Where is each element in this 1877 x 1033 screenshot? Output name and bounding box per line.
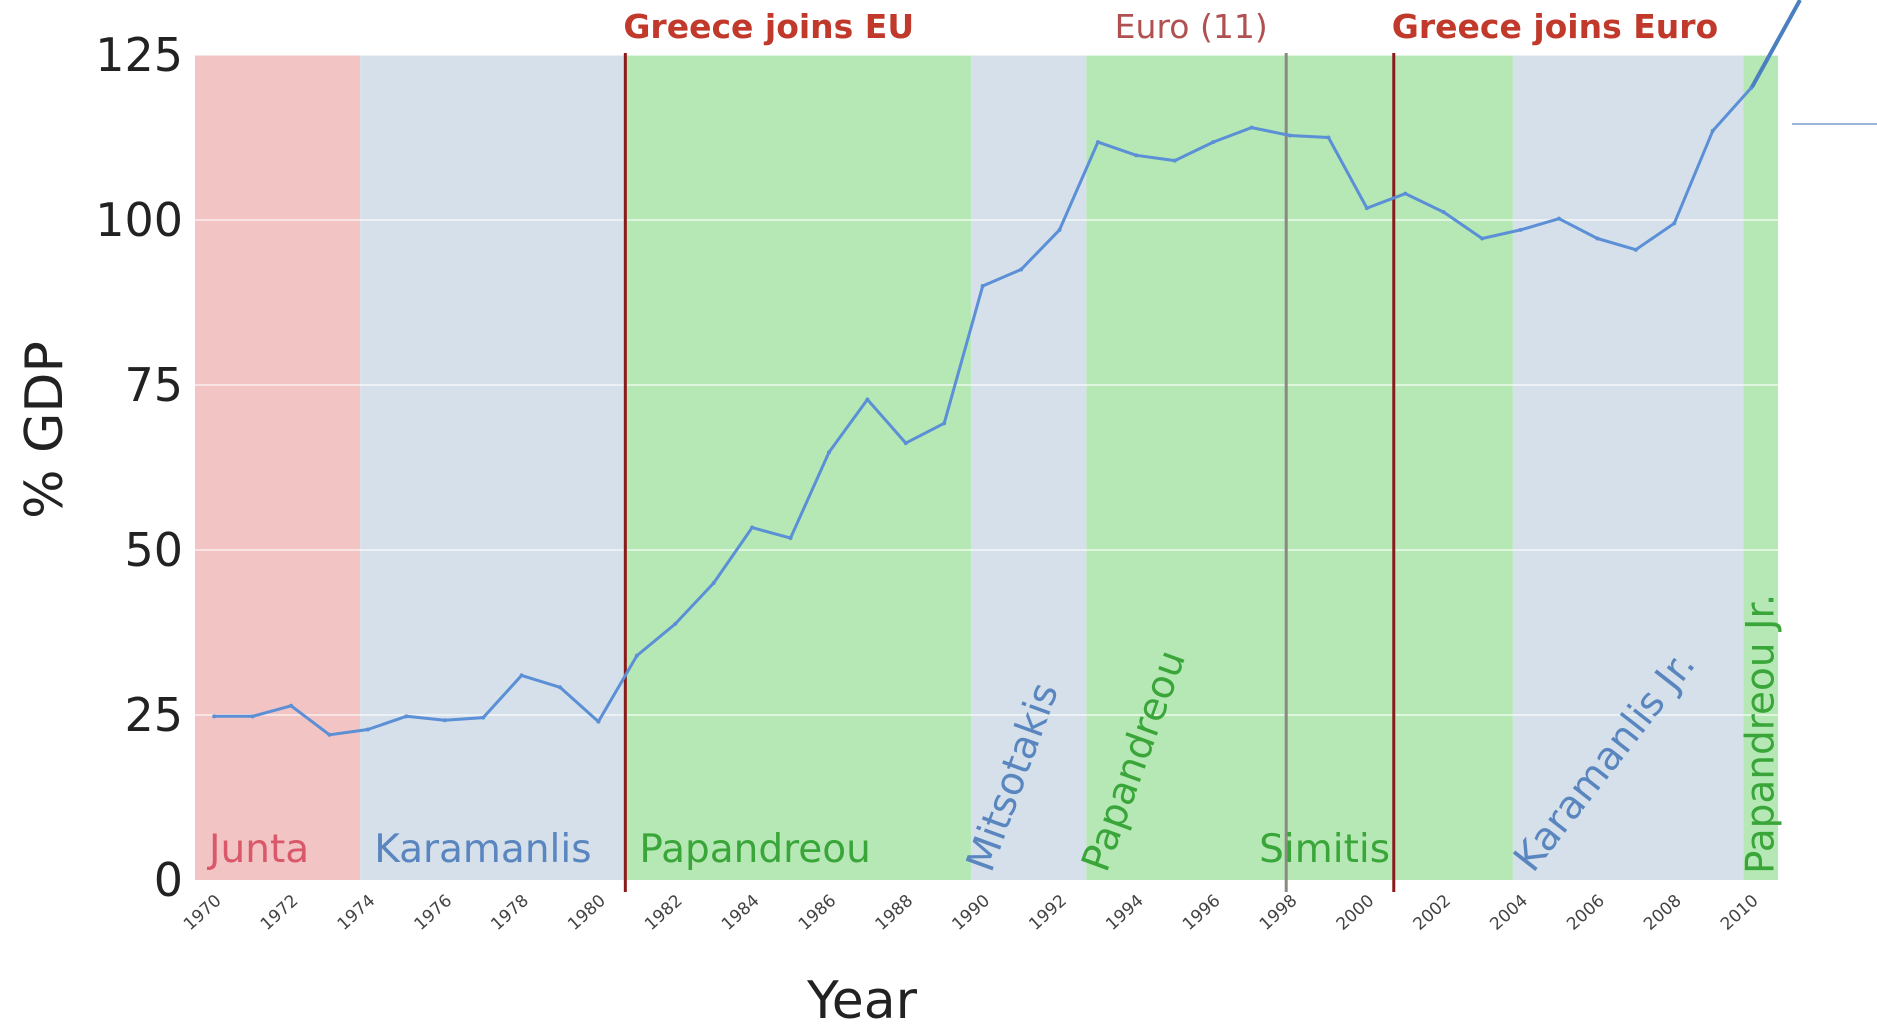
x-tick-label-6: 1982 — [641, 891, 687, 935]
period-label-2: Papandreou — [639, 827, 871, 872]
series-group — [212, 86, 1754, 737]
data-point — [1441, 210, 1446, 215]
data-point — [1095, 140, 1100, 145]
data-point — [942, 421, 947, 426]
x-tick-label-1: 1972 — [257, 891, 303, 935]
data-point — [596, 719, 601, 724]
period-band-1 — [360, 55, 626, 880]
x-tick-label-20: 2010 — [1717, 891, 1763, 935]
data-point — [1134, 153, 1139, 158]
x-tick-label-9: 1988 — [872, 891, 918, 935]
data-point — [788, 536, 793, 541]
data-point — [1403, 191, 1408, 196]
data-point — [634, 653, 639, 658]
data-point — [673, 621, 678, 626]
period-label-1: Karamanlis — [374, 827, 591, 872]
x-tick-label-7: 1984 — [718, 891, 764, 935]
data-point — [289, 703, 294, 708]
event-label-0: Greece joins EU — [623, 7, 914, 46]
period-band-6 — [1743, 55, 1778, 880]
y-tick-label-2: 50 — [124, 523, 183, 577]
data-point — [1249, 125, 1254, 130]
x-tick-label-18: 2006 — [1563, 891, 1609, 935]
x-tick-label-19: 2008 — [1640, 891, 1686, 935]
data-point — [1364, 206, 1369, 211]
x-tick-label-11: 1992 — [1025, 891, 1071, 935]
x-tick-labels: 1970 1972 1974 1976 1978 1980 1982 1984 1986 1988… — [180, 891, 1762, 935]
decoration — [1750, 0, 1877, 125]
data-point — [1633, 247, 1638, 252]
data-point — [711, 581, 716, 585]
data-point — [558, 685, 563, 690]
data-point — [1211, 140, 1216, 145]
x-tick-label-5: 1980 — [564, 891, 610, 935]
period-bands — [195, 55, 1778, 880]
data-point — [1710, 128, 1715, 133]
x-tick-label-12: 1994 — [1102, 891, 1148, 935]
data-point — [1326, 135, 1331, 140]
data-point — [327, 732, 332, 737]
data-point — [212, 714, 217, 719]
data-point — [1518, 227, 1523, 232]
event-lines: Greece joins EU Euro (11) Greece joins Eur… — [623, 7, 1718, 892]
period-band-0 — [195, 55, 361, 880]
data-point — [1556, 216, 1561, 221]
data-point — [1019, 267, 1024, 272]
y-tick-label-4: 100 — [95, 193, 183, 247]
period-label-6: Papandreou Jr. — [1738, 594, 1783, 874]
data-point — [1172, 158, 1177, 163]
period-band-2 — [625, 55, 972, 880]
data-point — [1480, 236, 1485, 241]
x-tick-label-3: 1976 — [411, 891, 457, 935]
period-band-5 — [1512, 55, 1744, 880]
data-point — [519, 673, 524, 678]
period-label-0: Junta — [206, 827, 309, 872]
event-label-2: Greece joins Euro — [1392, 7, 1718, 46]
data-point — [442, 718, 447, 723]
y-tick-label-0: 0 — [154, 853, 183, 907]
x-tick-label-4: 1978 — [487, 891, 533, 935]
x-tick-label-16: 2002 — [1410, 891, 1456, 935]
decorative-stroke-diagonal — [1750, 0, 1802, 88]
data-point — [250, 714, 255, 719]
y-tick-label-3: 75 — [124, 358, 183, 412]
data-point — [1057, 227, 1062, 232]
x-tick-label-15: 2000 — [1333, 891, 1379, 935]
y-axis-title: % GDP — [15, 341, 75, 519]
x-tick-label-10: 1990 — [948, 891, 994, 935]
x-tick-label-17: 2004 — [1486, 891, 1532, 935]
data-point — [826, 450, 831, 455]
x-axis-title: Year — [806, 971, 918, 1031]
data-point — [1288, 133, 1293, 138]
gridlines — [195, 54, 1778, 716]
y-tick-labels: 0 25 50 75 100 125 — [95, 28, 183, 907]
y-tick-label-1: 25 — [124, 688, 183, 742]
data-point — [481, 715, 486, 720]
x-tick-label-8: 1986 — [795, 891, 841, 935]
y-tick-label-5: 125 — [95, 28, 183, 82]
data-point — [1672, 221, 1677, 226]
data-point — [980, 284, 985, 288]
data-point — [865, 397, 870, 402]
period-band-3 — [971, 55, 1087, 880]
x-tick-label-14: 1998 — [1256, 891, 1302, 935]
data-point — [404, 714, 409, 719]
event-label-1: Euro (11) — [1115, 7, 1268, 46]
data-point — [750, 525, 755, 530]
data-point — [365, 727, 370, 732]
x-tick-label-13: 1996 — [1179, 891, 1225, 935]
data-point — [1595, 236, 1600, 241]
data-point — [903, 441, 908, 446]
x-tick-label-0: 1970 — [180, 891, 226, 935]
extra-period-label-0: Simitis — [1259, 827, 1390, 872]
x-tick-label-2: 1974 — [334, 891, 380, 935]
period-band-4 — [1086, 55, 1513, 880]
